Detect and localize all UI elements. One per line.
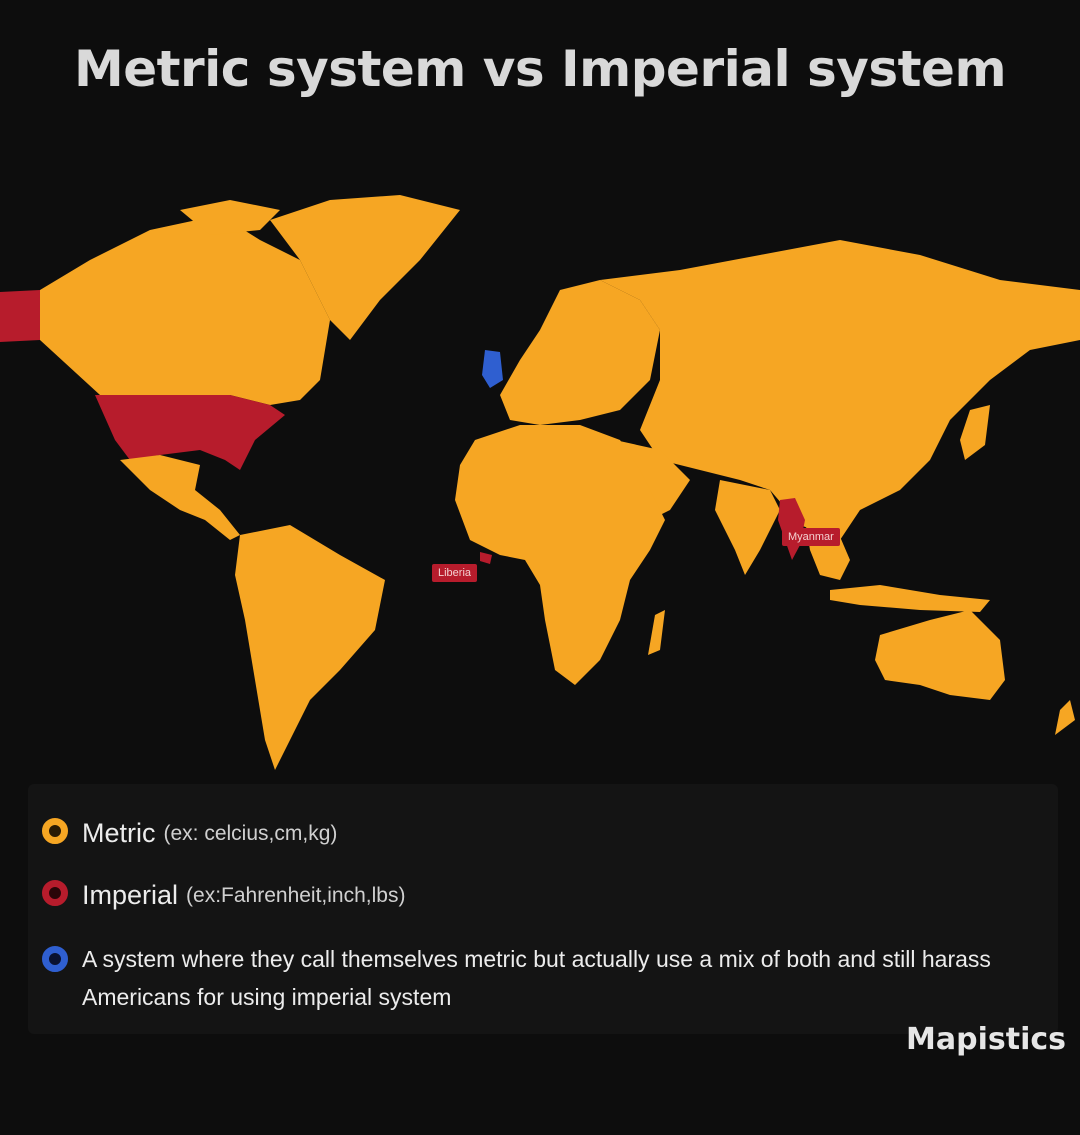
australia xyxy=(875,610,1005,700)
mixed-label: A system where they call themselves metr… xyxy=(82,946,991,1010)
united-kingdom xyxy=(482,350,503,388)
world-map xyxy=(0,180,1080,780)
greenland xyxy=(270,195,460,340)
europe xyxy=(500,280,660,425)
indonesia xyxy=(830,585,990,612)
liberia xyxy=(480,552,492,564)
legend: Metric (ex: celcius,cm,kg) Imperial (ex:… xyxy=(28,784,1058,1034)
metric-dot-icon xyxy=(42,818,68,844)
new-zealand xyxy=(1055,700,1075,735)
south-america xyxy=(235,525,385,770)
metric-label: Metric xyxy=(82,818,156,848)
map-title: Metric system vs Imperial system xyxy=(73,40,1007,98)
india xyxy=(715,480,780,575)
legend-item-metric: Metric (ex: celcius,cm,kg) xyxy=(42,818,337,849)
mexico xyxy=(120,455,240,540)
africa xyxy=(455,425,665,685)
asia xyxy=(600,240,1080,540)
japan xyxy=(960,405,990,460)
alaska xyxy=(0,290,40,342)
liberia-label: Liberia xyxy=(432,564,478,582)
madagascar xyxy=(648,610,665,655)
imperial-label: Imperial xyxy=(82,880,179,910)
myanmar-label: Myanmar xyxy=(782,528,840,546)
imperial-dot-icon xyxy=(42,880,68,906)
canada xyxy=(40,215,330,405)
brand-logo: Mapistics xyxy=(906,1022,1066,1057)
usa xyxy=(95,395,285,470)
world-map-svg xyxy=(0,195,1080,770)
legend-item-mixed: A system where they call themselves metr… xyxy=(42,940,1042,1016)
arctic-islands xyxy=(180,200,280,235)
mixed-dot-icon xyxy=(42,946,68,972)
legend-item-imperial: Imperial (ex:Fahrenheit,inch,lbs) xyxy=(42,880,405,911)
metric-example: (ex: celcius,cm,kg) xyxy=(163,822,338,845)
imperial-example: (ex:Fahrenheit,inch,lbs) xyxy=(186,884,406,907)
